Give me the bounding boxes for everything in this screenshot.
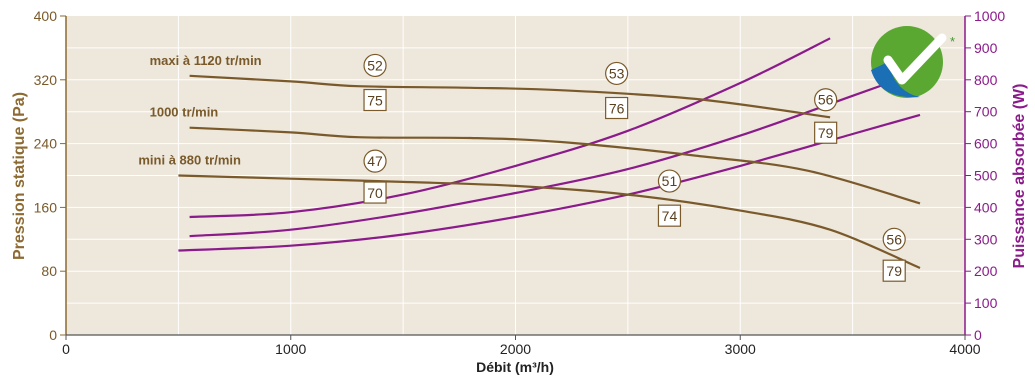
y-left-tick-label: 160 bbox=[34, 199, 58, 215]
acoustic-power-label: 79 bbox=[818, 125, 834, 141]
pressure-curve-1 bbox=[189, 74, 831, 119]
pressure-curve-2 bbox=[189, 126, 921, 205]
y-left-tick-label: 400 bbox=[34, 8, 58, 24]
power-curve-1 bbox=[189, 37, 831, 219]
noise-level-label: 51 bbox=[662, 173, 678, 189]
acoustic-power-box bbox=[882, 259, 906, 282]
y-right-tick-label: 900 bbox=[974, 40, 998, 56]
y-right-tick-label: 300 bbox=[974, 231, 998, 247]
noise-level-circle bbox=[363, 149, 387, 173]
noise-level-circle bbox=[363, 53, 387, 78]
acoustic-power-label: 74 bbox=[662, 208, 678, 224]
noise-level-circle bbox=[814, 88, 838, 112]
noise-level-label: 56 bbox=[886, 231, 902, 247]
logo-asterisk: * bbox=[950, 34, 955, 49]
noise-level-label: 47 bbox=[367, 153, 383, 169]
noise-level-label: 52 bbox=[367, 57, 383, 73]
acoustic-power-box bbox=[814, 121, 838, 144]
acoustic-power-label: 79 bbox=[886, 263, 902, 279]
y-right-tick-label: 600 bbox=[974, 136, 998, 152]
pressure-curve-label: mini à 880 tr/min bbox=[138, 153, 241, 168]
y-right-tick-label: 0 bbox=[974, 327, 982, 343]
y-left-tick-label: 240 bbox=[34, 136, 58, 152]
y-left-tick-label: 320 bbox=[34, 72, 58, 88]
y-right-tick-label: 100 bbox=[974, 295, 998, 311]
noise-level-circle bbox=[882, 227, 906, 251]
acoustic-power-box bbox=[657, 204, 682, 227]
pressure-curve-3 bbox=[178, 174, 921, 270]
pressure-curve-label: 1000 tr/min bbox=[150, 105, 219, 120]
acoustic-power-box bbox=[605, 96, 629, 120]
grid bbox=[66, 16, 965, 335]
annotations: 52 53 56 47 51 56 75 76 79 70 74 79 bbox=[363, 53, 906, 282]
y-left-tick-label: 80 bbox=[41, 263, 57, 279]
y-right-tick-label: 400 bbox=[974, 199, 998, 215]
axes: 0 1000 2000 3000 400008016024032040001002003… bbox=[34, 8, 1006, 357]
y-axis-title-right: Puissance absorbée (W) bbox=[1011, 84, 1028, 269]
acoustic-power-box bbox=[363, 181, 387, 204]
noise-level-circle bbox=[605, 61, 629, 86]
check-icon bbox=[883, 33, 947, 85]
pressure-curve-label: maxi à 1120 tr/min bbox=[150, 53, 262, 68]
y-left-tick-label: 0 bbox=[49, 327, 57, 343]
y-right-tick-label: 700 bbox=[974, 104, 998, 120]
noise-level-circle bbox=[657, 169, 682, 193]
certification-logo: * bbox=[871, 26, 955, 98]
noise-level-label: 53 bbox=[609, 65, 625, 81]
y-right-tick-label: 500 bbox=[974, 168, 998, 184]
y-right-tick-label: 1000 bbox=[974, 8, 1005, 24]
acoustic-power-label: 75 bbox=[367, 93, 383, 109]
logo-swoosh bbox=[871, 62, 920, 98]
y-axis-title-left: Pression statique (Pa) bbox=[11, 92, 28, 260]
x-axis-title: Débit (m³/h) bbox=[476, 359, 554, 375]
acoustic-power-box bbox=[363, 88, 387, 112]
x-tick-label: 3000 bbox=[725, 341, 756, 357]
series: maxi à 1120 tr/min 1000 tr/min mini à 880 … bbox=[138, 37, 921, 270]
acoustic-power-label: 76 bbox=[609, 101, 625, 117]
x-tick-label: 4000 bbox=[949, 341, 980, 357]
x-tick-label: 1000 bbox=[275, 341, 306, 357]
x-tick-label: 2000 bbox=[500, 341, 531, 357]
y-right-tick-label: 200 bbox=[974, 263, 998, 279]
noise-level-label: 56 bbox=[818, 92, 834, 108]
acoustic-power-label: 70 bbox=[367, 185, 383, 201]
y-right-tick-label: 800 bbox=[974, 72, 998, 88]
x-tick-label: 0 bbox=[62, 341, 70, 357]
